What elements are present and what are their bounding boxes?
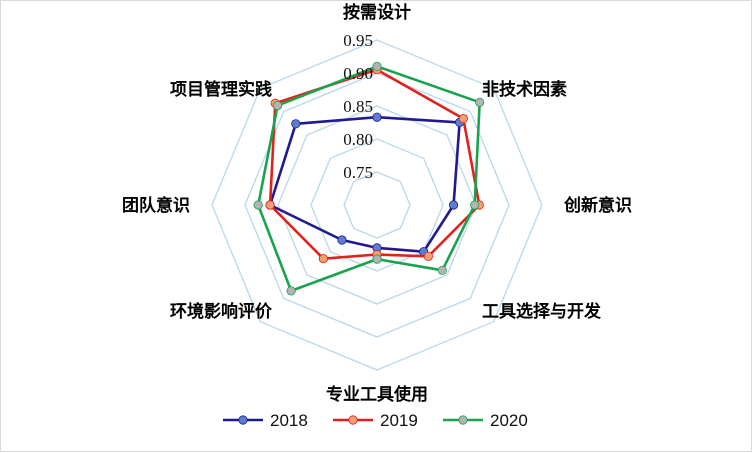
legend: 2018 2019 2020 <box>223 411 528 430</box>
legend-label-2019: 2019 <box>380 411 418 430</box>
legend-item-2019: 2019 <box>333 411 418 430</box>
series-2020 <box>253 61 485 296</box>
category-label-3: 工具选择与开发 <box>482 301 602 322</box>
legend-marker-2018 <box>238 415 248 425</box>
series-2019 <box>265 65 484 264</box>
point-2020-0 <box>372 61 382 72</box>
point-2018-2 <box>448 200 459 210</box>
tick-labels: 0.75 0.80 0.85 0.90 0.95 <box>343 31 373 182</box>
point-2020-5 <box>286 286 296 296</box>
grid-ring-3 <box>244 72 510 338</box>
point-2020-4 <box>372 254 382 264</box>
point-2019-1 <box>458 114 468 124</box>
point-2020-7 <box>272 100 283 111</box>
grid-ring-0 <box>343 171 411 239</box>
legend-marker-2019 <box>348 415 358 425</box>
point-2018-7 <box>291 119 301 129</box>
series-layer <box>253 61 485 296</box>
tick-label-0: 0.75 <box>343 163 373 182</box>
tick-label-4: 0.95 <box>343 31 373 50</box>
grid-ring-4 <box>211 39 543 371</box>
point-2019-5 <box>318 254 328 264</box>
category-label-1: 非技术因素 <box>482 79 567 100</box>
tick-label-1: 0.80 <box>343 130 373 149</box>
point-2020-1 <box>475 97 485 107</box>
legend-label-2018: 2018 <box>270 411 308 430</box>
category-label-0: 按需设计 <box>343 2 411 23</box>
tick-label-2: 0.85 <box>343 97 373 116</box>
legend-item-2020: 2020 <box>443 411 528 430</box>
tick-label-3: 0.90 <box>343 64 373 83</box>
grid-ring-1 <box>310 138 444 272</box>
category-label-2: 创新意识 <box>563 195 632 216</box>
point-2019-3 <box>423 251 433 261</box>
point-2019-6 <box>265 200 275 210</box>
point-2018-5 <box>337 235 347 245</box>
legend-label-2020: 2020 <box>490 411 528 430</box>
category-label-6: 团队意识 <box>122 195 190 216</box>
category-label-7: 项目管理实践 <box>170 79 272 100</box>
point-2018-0 <box>372 112 382 122</box>
category-label-4: 专业工具使用 <box>326 384 428 405</box>
point-2020-6 <box>253 200 263 210</box>
legend-marker-2020 <box>458 415 468 425</box>
series-line-2019 <box>268 68 481 260</box>
point-2020-3 <box>437 265 447 275</box>
category-label-5: 环境影响评价 <box>170 301 273 322</box>
legend-item-2018: 2018 <box>223 411 308 430</box>
grid-ring-2 <box>277 105 477 305</box>
point-2020-2 <box>470 200 480 210</box>
